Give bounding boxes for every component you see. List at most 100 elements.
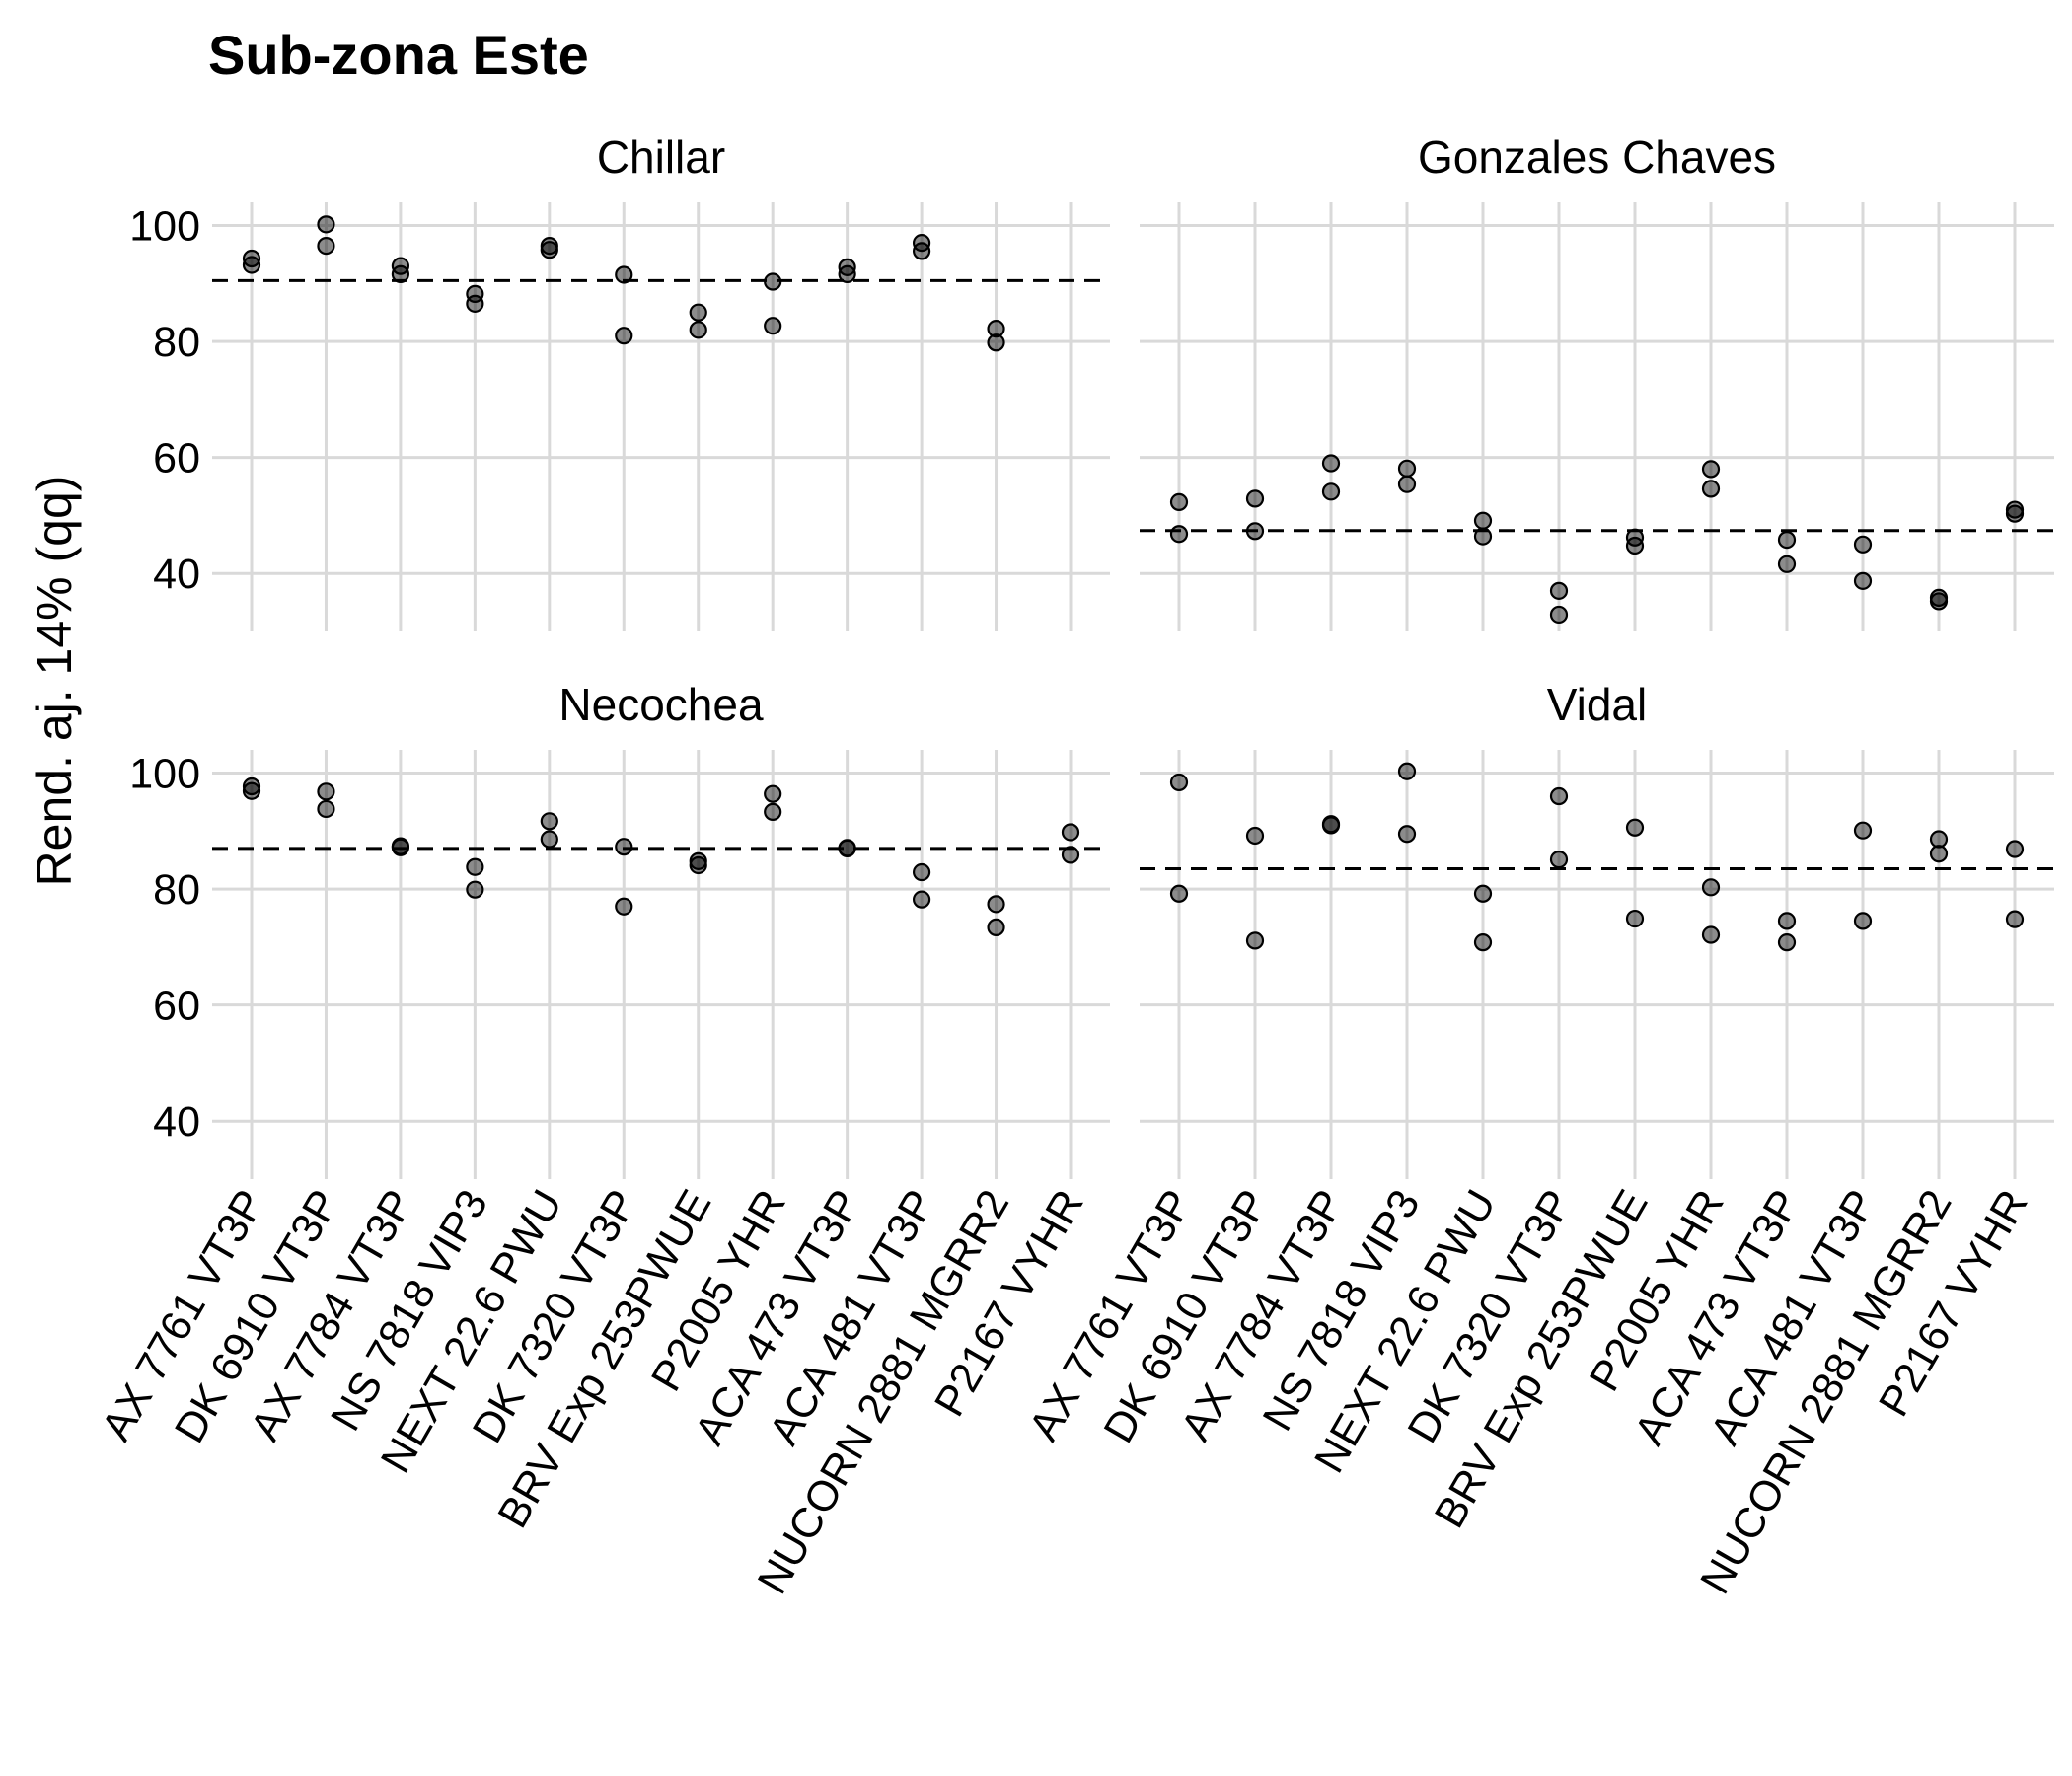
data-point: [1321, 816, 1341, 835]
data-point: [1397, 825, 1417, 844]
data-point: [689, 321, 707, 339]
data-point: [689, 303, 707, 322]
data-point: [1245, 826, 1265, 846]
data-point: [1929, 592, 1949, 611]
data-point: [1929, 830, 1949, 849]
data-point: [838, 264, 856, 283]
data-point: [1473, 527, 1493, 546]
data-point: [764, 802, 782, 821]
data-point: [1169, 773, 1189, 792]
facet-title: Vidal: [1547, 679, 1647, 730]
data-point: [242, 781, 261, 800]
data-point: [317, 799, 335, 819]
data-point: [1853, 571, 1873, 590]
data-point: [1061, 846, 1080, 864]
data-point: [1853, 535, 1873, 554]
data-point: [1397, 459, 1417, 478]
data-point: [1625, 536, 1645, 555]
data-point: [1701, 480, 1721, 498]
y-tick-label: 100: [129, 751, 200, 798]
data-point: [1701, 878, 1721, 897]
data-point: [912, 890, 931, 909]
y-tick-label: 80: [153, 866, 200, 914]
data-point: [1701, 460, 1721, 479]
data-point: [540, 812, 558, 831]
data-point: [1061, 823, 1080, 842]
data-point: [1169, 525, 1189, 544]
y-tick-label: 40: [153, 551, 200, 598]
data-point: [764, 317, 782, 335]
data-point: [838, 839, 856, 858]
data-point: [540, 830, 558, 849]
data-point: [242, 777, 261, 796]
data-point: [1473, 884, 1493, 903]
y-tick-label: 100: [129, 203, 200, 251]
data-point: [1549, 851, 1569, 869]
y-tick-label: 80: [153, 319, 200, 366]
data-point: [1397, 762, 1417, 780]
data-point: [1549, 605, 1569, 625]
data-point: [912, 862, 931, 882]
data-point: [466, 294, 484, 313]
data-point: [317, 236, 335, 256]
facet-panels: Chillar 40 60 80 100 Gonzales Chaves Necochea 4…: [93, 131, 2054, 1601]
facet-title: Chillar: [597, 131, 725, 183]
data-point: [987, 918, 1005, 936]
data-point: [1929, 845, 1949, 863]
data-point: [1397, 475, 1417, 493]
data-point: [317, 215, 335, 234]
data-point: [987, 895, 1005, 914]
panel-gonzales-chaves: Gonzales Chaves: [1140, 131, 2054, 631]
data-point: [1777, 933, 1797, 952]
data-point: [987, 320, 1005, 338]
data-point: [1853, 912, 1873, 930]
data-point: [615, 327, 633, 345]
data-point: [1625, 909, 1645, 928]
data-point: [1169, 884, 1189, 903]
data-point: [2005, 910, 2025, 928]
data-point: [242, 249, 261, 268]
data-point: [1853, 821, 1873, 840]
data-point: [987, 333, 1005, 352]
data-point: [615, 265, 633, 284]
data-point: [1473, 933, 1493, 952]
facet-title: Gonzales Chaves: [1418, 131, 1776, 183]
data-point: [1245, 489, 1265, 508]
y-tick-label: 60: [153, 435, 200, 482]
data-point: [1777, 531, 1797, 550]
data-point: [615, 838, 633, 856]
panel-chillar: Chillar 40 60 80 100: [129, 131, 1110, 631]
data-point: [1625, 818, 1645, 837]
data-point: [1321, 454, 1341, 473]
data-point: [242, 256, 261, 274]
data-point: [615, 897, 633, 916]
data-point: [466, 880, 484, 899]
data-point: [912, 242, 931, 260]
y-tick-label: 60: [153, 983, 200, 1030]
data-point: [317, 782, 335, 801]
data-point: [1473, 511, 1493, 530]
data-point: [689, 855, 707, 875]
y-tick-label: 40: [153, 1098, 200, 1146]
data-point: [540, 241, 558, 259]
data-point: [2005, 840, 2025, 858]
data-point: [1777, 555, 1797, 573]
data-point: [764, 272, 782, 291]
data-point: [2005, 504, 2025, 523]
data-point: [764, 784, 782, 803]
data-point: [1701, 925, 1721, 944]
y-axis-label: Rend. aj. 14% (qq): [27, 476, 82, 887]
data-point: [1245, 931, 1265, 950]
data-point: [1549, 581, 1569, 600]
data-point: [1245, 522, 1265, 541]
data-point: [1549, 786, 1569, 806]
chart-title: Sub-zona Este: [208, 24, 589, 86]
data-point: [1321, 482, 1341, 501]
facet-title: Necochea: [558, 679, 764, 730]
data-point: [391, 838, 410, 856]
data-point: [391, 264, 410, 283]
data-point: [1777, 912, 1797, 930]
